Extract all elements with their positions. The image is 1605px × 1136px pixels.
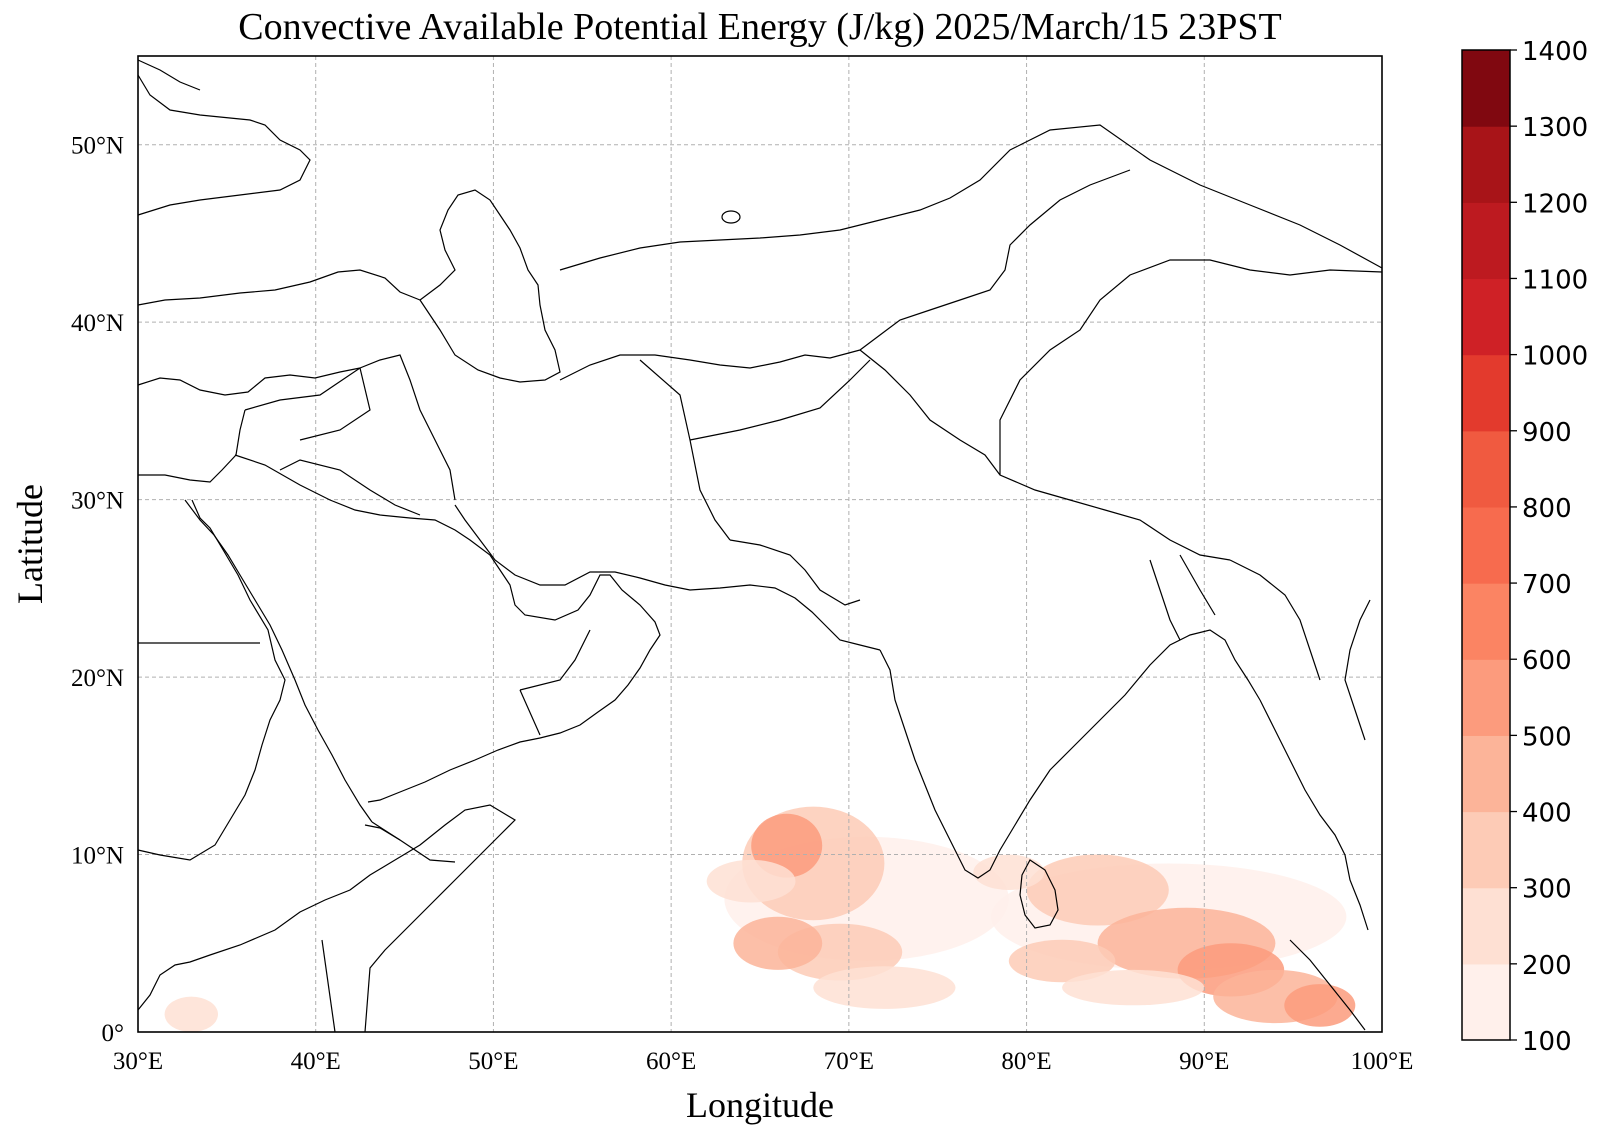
colorbar-tick-label: 500 xyxy=(1522,722,1572,752)
cape-patch xyxy=(1008,939,1116,983)
colorbar-tick-label: 400 xyxy=(1522,799,1572,829)
cape-patch xyxy=(706,859,796,903)
colorbar-tick-label: 1000 xyxy=(1522,342,1588,372)
colorbar-swatch xyxy=(1462,887,1510,965)
cape-patch xyxy=(973,854,1045,890)
y-tick-label: 20°N xyxy=(71,665,124,692)
map-plot-area xyxy=(137,55,1383,1033)
colorbar-swatch xyxy=(1462,659,1510,736)
colorbar-swatch xyxy=(1462,126,1510,203)
colorbar-tick-label: 1300 xyxy=(1522,113,1588,143)
colorbar-swatch xyxy=(1462,583,1510,660)
colorbar-swatch xyxy=(1462,735,1510,813)
colorbar-tick-label: 600 xyxy=(1522,646,1572,676)
colorbar-tick-label: 200 xyxy=(1522,951,1572,981)
x-tick-label: 80°E xyxy=(1001,1048,1051,1075)
colorbar-tick-label: 900 xyxy=(1522,418,1572,448)
map-title: Convective Available Potential Energy (J… xyxy=(238,6,1281,48)
latitude-ticks: 0° 10°N 20°N 30°N 40°N 50°N xyxy=(71,133,124,1047)
longitude-ticks: 30°E 40°E 50°E 60°E 70°E 80°E 90°E 100°E xyxy=(113,1048,1414,1075)
cape-contour-fields xyxy=(164,806,1356,1032)
colorbar: 100 200 300 400 500 600 700 800 900 1000 1100 1200 1… xyxy=(1461,37,1588,1057)
colorbar-swatch xyxy=(1462,963,1510,1041)
cape-patch xyxy=(1026,854,1169,926)
x-tick-label: 90°E xyxy=(1179,1048,1229,1075)
cape-patch xyxy=(751,813,823,878)
cape-patch xyxy=(733,916,823,970)
y-axis-label: Latitude xyxy=(10,484,50,604)
map-frame xyxy=(137,55,1383,1033)
x-tick-label: 100°E xyxy=(1351,1048,1414,1075)
colorbar-tick-label: 100 xyxy=(1522,1027,1572,1057)
x-tick-label: 60°E xyxy=(646,1048,696,1075)
colorbar-tick-label: 300 xyxy=(1522,875,1572,905)
colorbar-tick-label: 800 xyxy=(1522,494,1572,524)
colorbar-swatch xyxy=(1462,506,1510,584)
colorbar-swatch xyxy=(1462,354,1510,432)
colorbar-tick-label: 700 xyxy=(1522,570,1572,600)
cape-patch xyxy=(813,966,956,1009)
y-tick-label: 50°N xyxy=(71,133,124,160)
x-tick-label: 30°E xyxy=(113,1048,163,1075)
cape-patch xyxy=(1062,969,1205,1006)
colorbar-swatch xyxy=(1462,202,1510,280)
colorbar-swatch xyxy=(1462,278,1510,356)
y-tick-label: 30°N xyxy=(71,488,124,515)
colorbar-swatch xyxy=(1462,430,1510,508)
x-tick-label: 50°E xyxy=(468,1048,518,1075)
x-axis-label: Longitude xyxy=(686,1085,834,1125)
colorbar-swatch xyxy=(1462,50,1510,127)
cape-patch xyxy=(1284,984,1356,1027)
coastlines-and-borders xyxy=(137,59,1383,1033)
colorbar-tick-label: 1200 xyxy=(1522,189,1588,219)
colorbar-frame xyxy=(1461,49,1511,1041)
colorbar-swatch xyxy=(1462,811,1510,889)
y-tick-label: 40°N xyxy=(71,310,124,337)
y-tick-label: 0° xyxy=(102,1020,125,1047)
colorbar-tick-label: 1100 xyxy=(1522,265,1588,295)
cape-patch xyxy=(164,996,218,1032)
map-gridlines xyxy=(138,56,1382,1032)
x-tick-label: 40°E xyxy=(291,1048,341,1075)
y-tick-label: 10°N xyxy=(71,843,124,870)
x-tick-label: 70°E xyxy=(824,1048,874,1075)
colorbar-tick-label: 1400 xyxy=(1522,37,1588,67)
